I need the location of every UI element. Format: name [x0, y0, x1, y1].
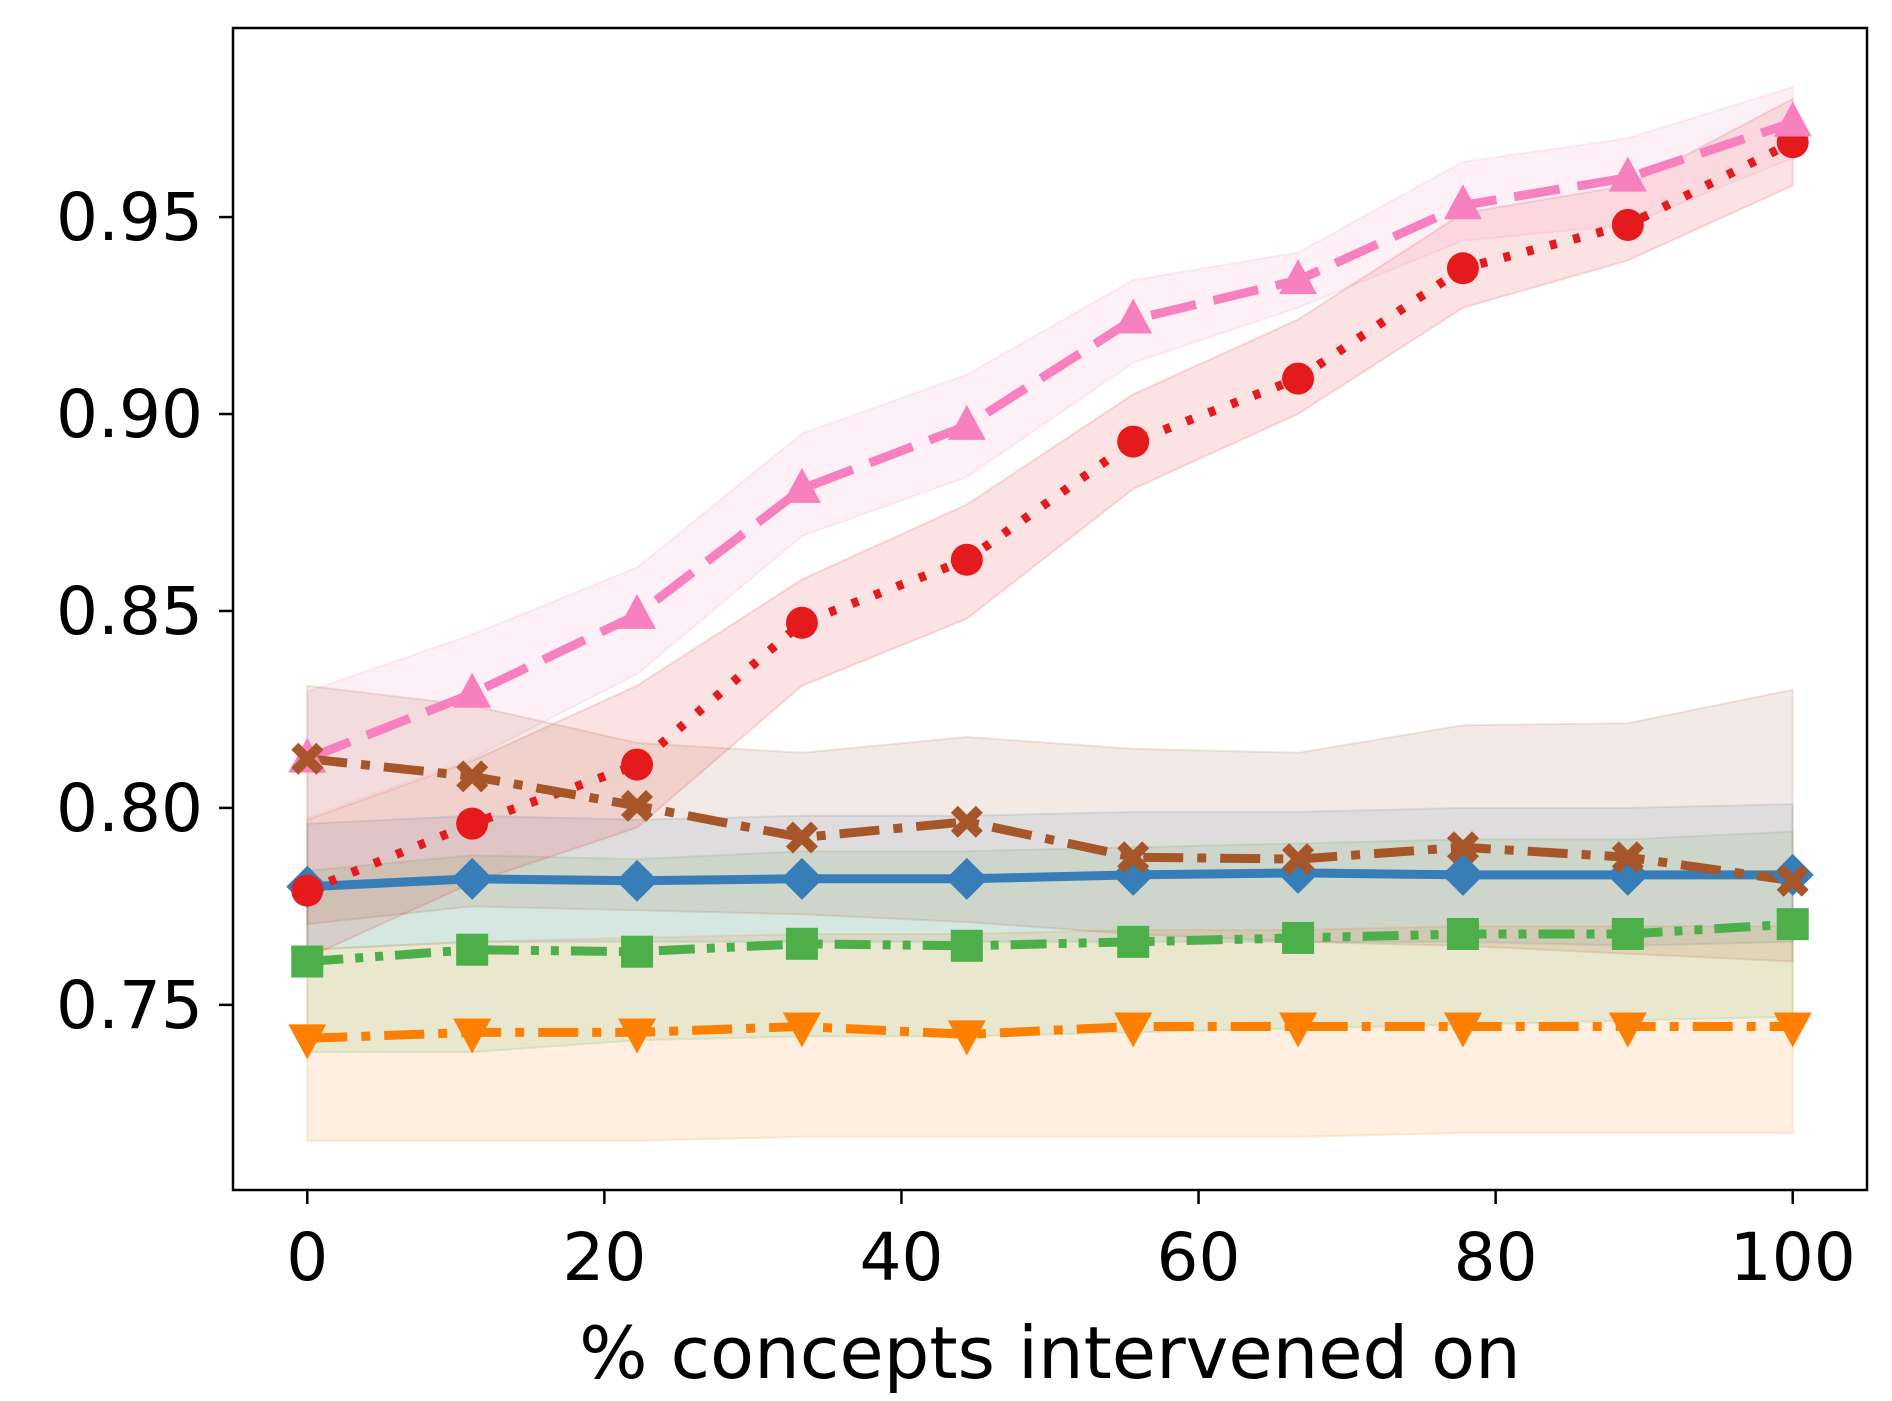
- confidence-band-orange-triangle-down-dashdot: [306, 925, 1794, 1142]
- data-point-pink-triangle-up-dashed: [1114, 298, 1153, 334]
- data-point-orange-triangle-down-dashdot: [782, 1012, 821, 1048]
- series-line-brown-x-dashdot: [306, 754, 1794, 886]
- data-point-green-square-dashdotdot: [1776, 908, 1809, 941]
- data-point-brown-x-dashdot: [950, 805, 983, 838]
- data-point-brown-x-dashdot: [1611, 841, 1644, 874]
- data-point-red-circle-dotted: [1117, 425, 1150, 458]
- data-point-green-square-dashdotdot: [785, 927, 818, 960]
- confidence-band-red-circle-dotted: [306, 97, 1794, 960]
- data-point-pink-triangle-up-dashed: [947, 404, 986, 440]
- data-point-brown-x-dashdot: [1117, 841, 1150, 874]
- data-point-brown-x-dashdot: [1776, 864, 1809, 897]
- data-point-orange-triangle-down-dashdot: [947, 1020, 986, 1056]
- data-point-green-square-dashdotdot: [1117, 925, 1150, 958]
- data-point-green-square-dashdotdot: [621, 935, 654, 968]
- data-point-red-circle-dotted: [785, 606, 818, 639]
- data-point-blue-diamond-solid: [1277, 851, 1320, 894]
- data-point-brown-x-dashdot: [1447, 831, 1479, 864]
- series-line-orange-triangle-down-dashdot: [307, 1022, 1793, 1043]
- series-lines: [305, 118, 1795, 1043]
- x-tick-label: 100: [1730, 1219, 1856, 1296]
- y-tick-label: 0.95: [56, 179, 203, 256]
- data-point-orange-triangle-down-dashdot: [618, 1018, 657, 1054]
- x-axis-ticks: 0 20 40 60 80 100: [286, 1190, 1856, 1296]
- data-point-pink-triangle-up-dashed: [618, 593, 657, 629]
- y-tick-label: 0.85: [56, 573, 203, 650]
- data-point-blue-diamond-solid: [451, 857, 494, 900]
- x-axis-label: % concepts intervened on: [579, 1311, 1521, 1395]
- data-point-orange-triangle-down-dashdot: [453, 1018, 492, 1054]
- data-point-green-square-dashdotdot: [1282, 921, 1315, 954]
- data-point-green-square-dashdotdot: [456, 933, 489, 966]
- data-point-brown-x-dashdot: [291, 742, 324, 775]
- data-point-orange-triangle-down-dashdot: [1279, 1012, 1318, 1048]
- x-tick-label: 80: [1454, 1219, 1538, 1296]
- x-tick-label: 20: [562, 1219, 646, 1296]
- data-point-red-circle-dotted: [950, 543, 983, 576]
- data-point-pink-triangle-up-dashed: [1773, 101, 1812, 137]
- confidence-bands: [306, 85, 1794, 1142]
- data-point-blue-diamond-solid: [780, 857, 823, 900]
- data-point-blue-diamond-solid: [616, 859, 659, 902]
- data-point-red-circle-dotted: [291, 874, 324, 907]
- data-point-orange-triangle-down-dashdot: [1114, 1012, 1153, 1048]
- data-point-brown-x-dashdot: [1282, 843, 1315, 876]
- series-line-green-square-dashdotdot: [306, 919, 1793, 966]
- data-point-green-square-dashdotdot: [950, 929, 983, 962]
- data-point-brown-x-dashdot: [456, 760, 489, 793]
- y-tick-label: 0.75: [56, 967, 203, 1044]
- data-point-pink-triangle-up-dashed: [1279, 259, 1318, 295]
- data-point-blue-diamond-solid: [945, 857, 988, 900]
- x-tick-label: 0: [286, 1219, 328, 1296]
- data-point-green-square-dashdotdot: [1611, 917, 1644, 950]
- data-point-orange-triangle-down-dashdot: [1773, 1012, 1812, 1048]
- y-tick-label: 0.80: [56, 770, 203, 847]
- data-point-pink-triangle-up-dashed: [1608, 156, 1647, 192]
- y-tick-label: 0.90: [56, 376, 203, 453]
- confidence-band-brown-x-dashdot: [306, 684, 1794, 963]
- data-point-red-circle-dotted: [456, 807, 489, 840]
- data-point-brown-x-dashdot: [785, 821, 818, 854]
- data-point-red-circle-dotted: [1282, 362, 1315, 395]
- data-point-red-circle-dotted: [1611, 208, 1644, 241]
- data-point-orange-triangle-down-dashdot: [1443, 1012, 1482, 1048]
- plot-frame: [231, 26, 1869, 1192]
- data-point-green-square-dashdotdot: [1446, 917, 1479, 950]
- data-point-pink-triangle-up-dashed: [1443, 184, 1482, 220]
- x-tick-label: 40: [859, 1219, 943, 1296]
- x-tick-label: 60: [1157, 1219, 1241, 1296]
- series-line-blue-diamond-solid: [307, 868, 1793, 892]
- data-point-orange-triangle-down-dashdot: [288, 1024, 327, 1060]
- data-point-pink-triangle-up-dashed: [782, 467, 821, 503]
- data-point-green-square-dashdotdot: [291, 945, 324, 978]
- y-axis-ticks: 0.75 0.80 0.85 0.90 0.95: [56, 179, 233, 1044]
- data-point-red-circle-dotted: [621, 748, 654, 781]
- data-point-red-circle-dotted: [1446, 252, 1479, 285]
- data-point-pink-triangle-up-dashed: [453, 672, 492, 708]
- series-line-pink-triangle-up-dashed: [305, 118, 1795, 763]
- data-point-orange-triangle-down-dashdot: [1608, 1012, 1647, 1048]
- data-point-blue-diamond-solid: [1441, 853, 1484, 896]
- data-point-brown-x-dashdot: [621, 789, 653, 822]
- series-markers: [286, 101, 1814, 1060]
